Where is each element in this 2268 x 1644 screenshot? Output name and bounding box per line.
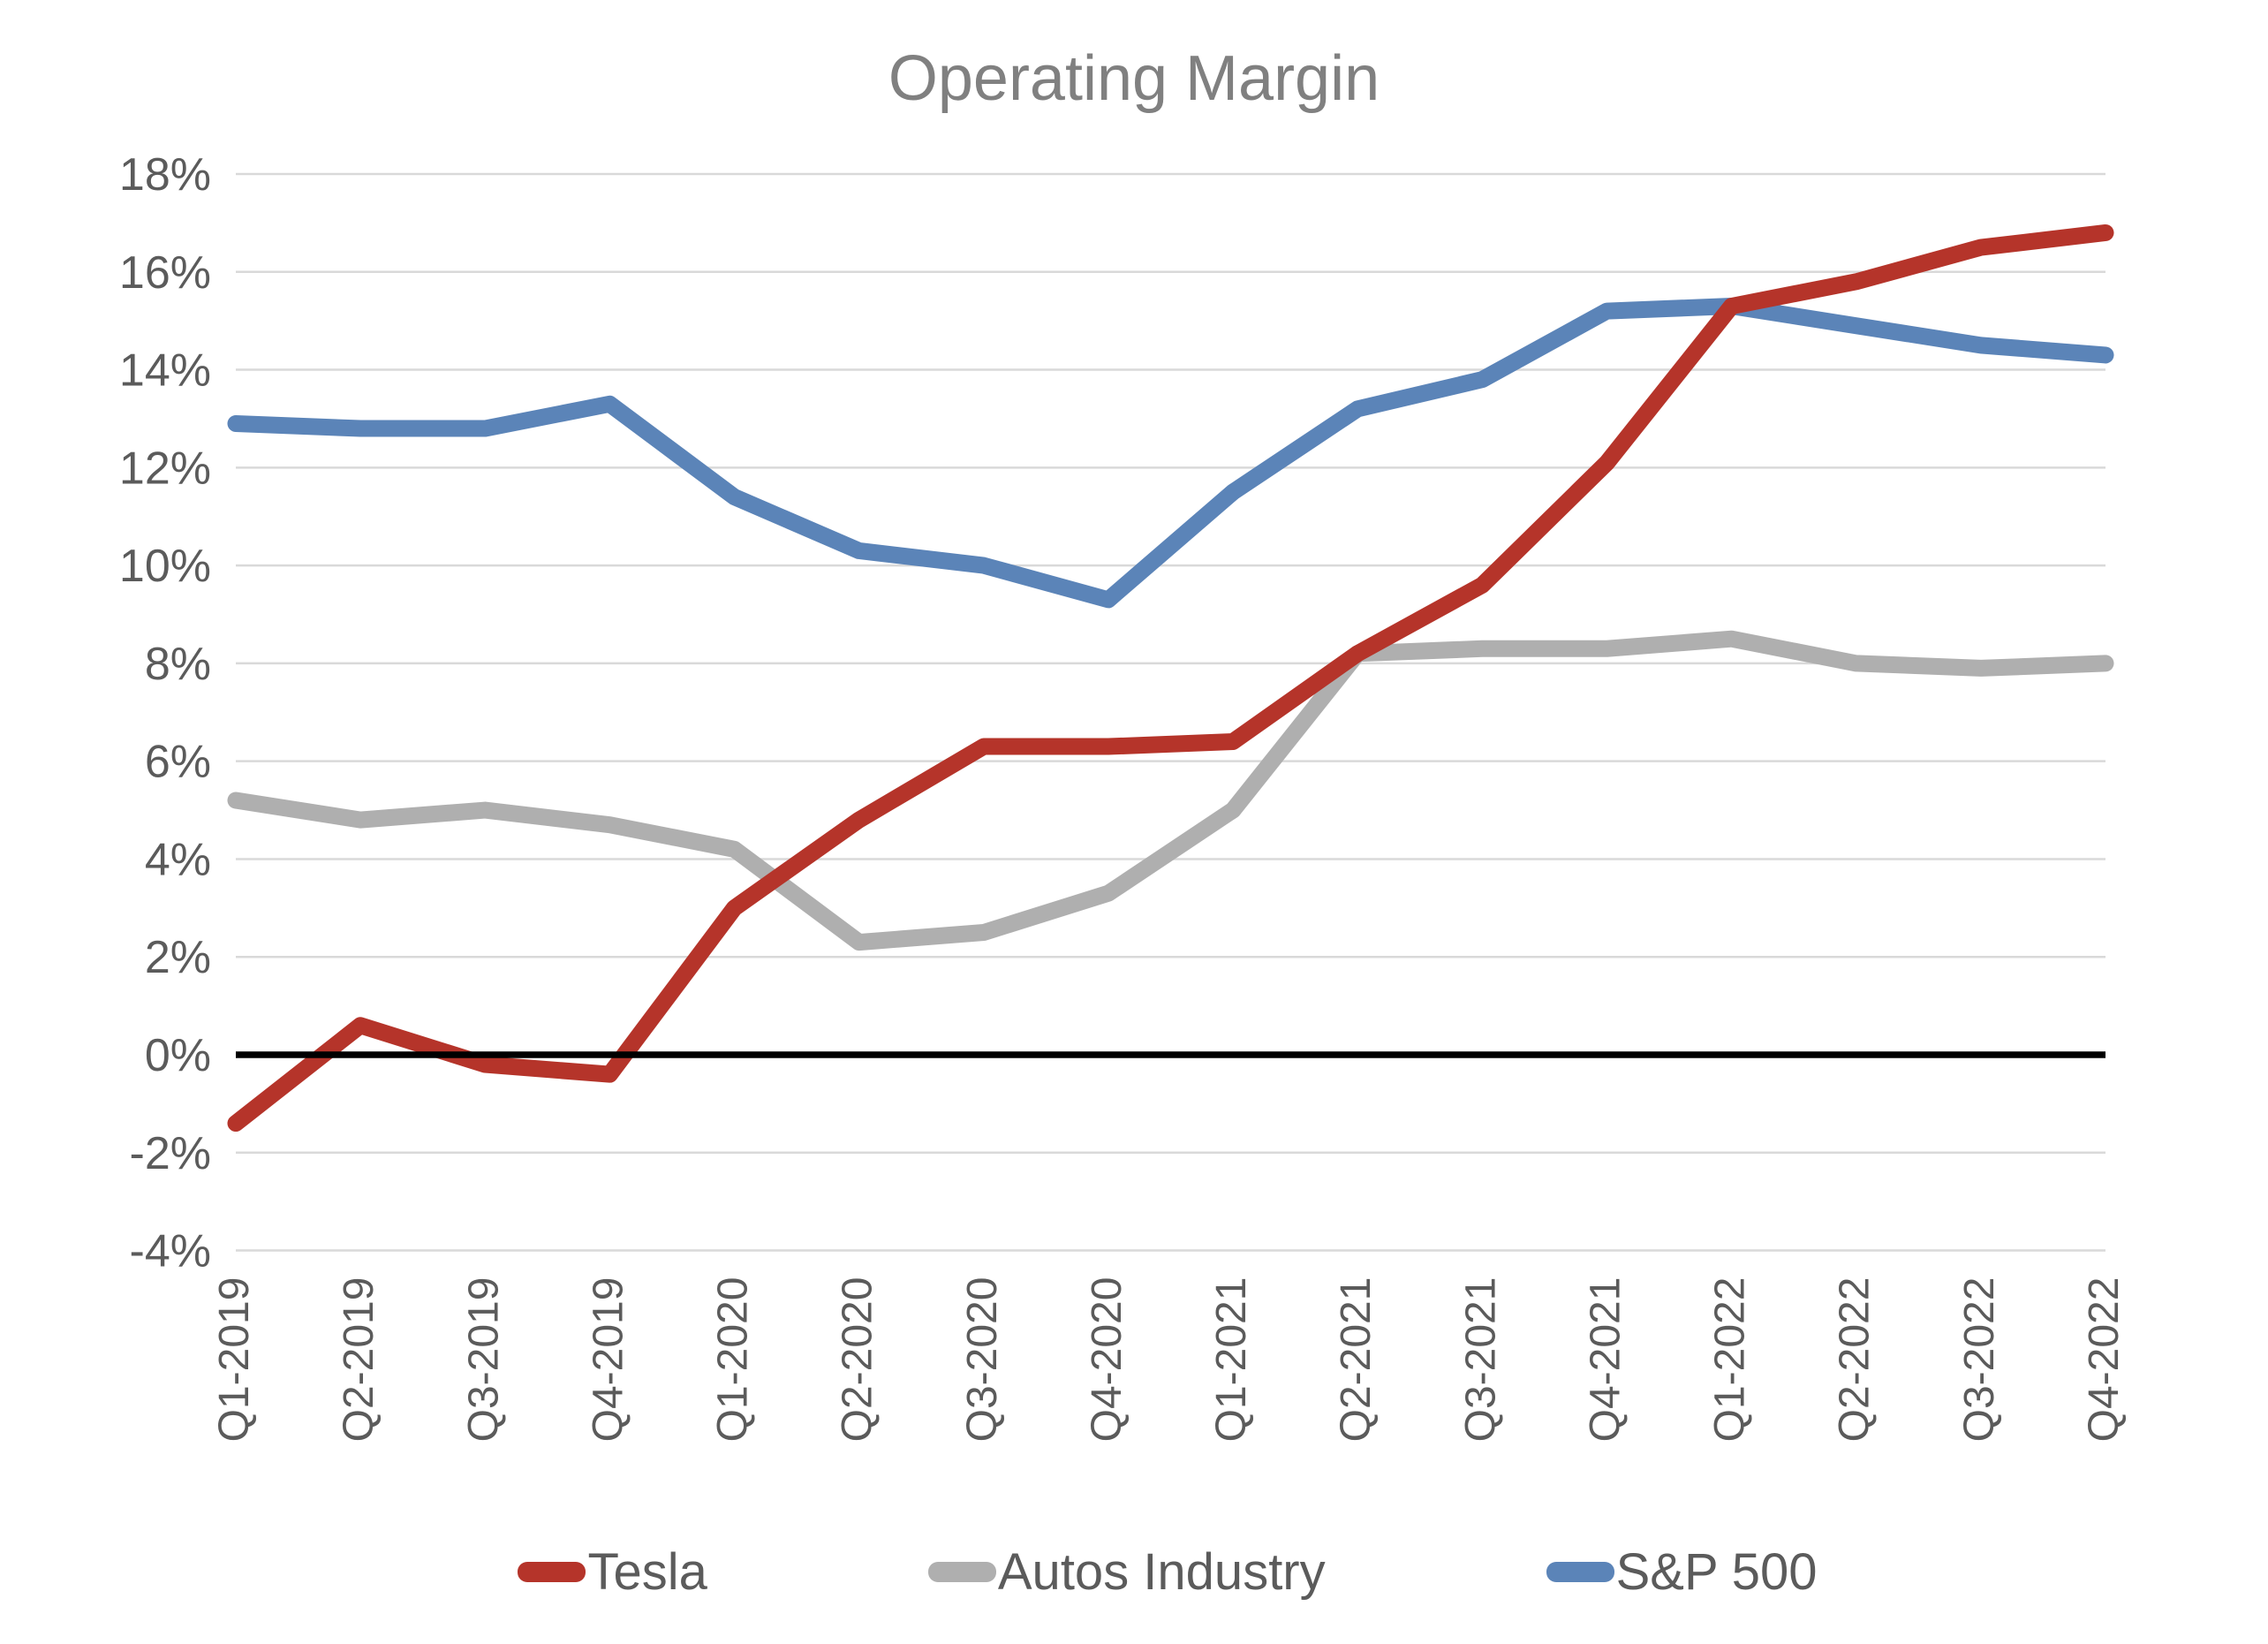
svg-text:-4%: -4%: [130, 1226, 211, 1277]
svg-text:6%: 6%: [145, 737, 211, 788]
svg-text:Q4-2019: Q4-2019: [585, 1277, 631, 1443]
svg-text:2%: 2%: [145, 932, 211, 983]
svg-text:8%: 8%: [145, 639, 211, 690]
svg-text:Q2-2021: Q2-2021: [1333, 1277, 1380, 1443]
svg-text:Q3-2019: Q3-2019: [460, 1277, 507, 1443]
svg-text:Q4-2020: Q4-2020: [1084, 1277, 1130, 1443]
svg-text:Q2-2020: Q2-2020: [835, 1277, 881, 1443]
svg-text:0%: 0%: [145, 1030, 211, 1081]
svg-text:Q3-2021: Q3-2021: [1457, 1277, 1504, 1443]
svg-text:4%: 4%: [145, 834, 211, 885]
svg-text:14%: 14%: [119, 345, 211, 397]
svg-text:Q3-2022: Q3-2022: [1956, 1277, 2003, 1443]
svg-text:Q4-2022: Q4-2022: [2081, 1277, 2128, 1443]
svg-text:Q1-2021: Q1-2021: [1208, 1277, 1255, 1443]
svg-text:10%: 10%: [119, 541, 211, 592]
svg-text:12%: 12%: [119, 443, 211, 494]
svg-text:Q2-2022: Q2-2022: [1832, 1277, 1879, 1443]
svg-text:Q3-2020: Q3-2020: [959, 1277, 1006, 1443]
svg-text:Q2-2019: Q2-2019: [336, 1277, 382, 1443]
svg-text:Q1-2019: Q1-2019: [211, 1277, 258, 1443]
svg-text:-2%: -2%: [130, 1128, 211, 1179]
svg-text:16%: 16%: [119, 247, 211, 299]
svg-text:Q4-2021: Q4-2021: [1582, 1277, 1629, 1443]
svg-text:18%: 18%: [119, 149, 211, 201]
svg-text:Q1-2020: Q1-2020: [710, 1277, 757, 1443]
svg-text:Q1-2022: Q1-2022: [1707, 1277, 1754, 1443]
